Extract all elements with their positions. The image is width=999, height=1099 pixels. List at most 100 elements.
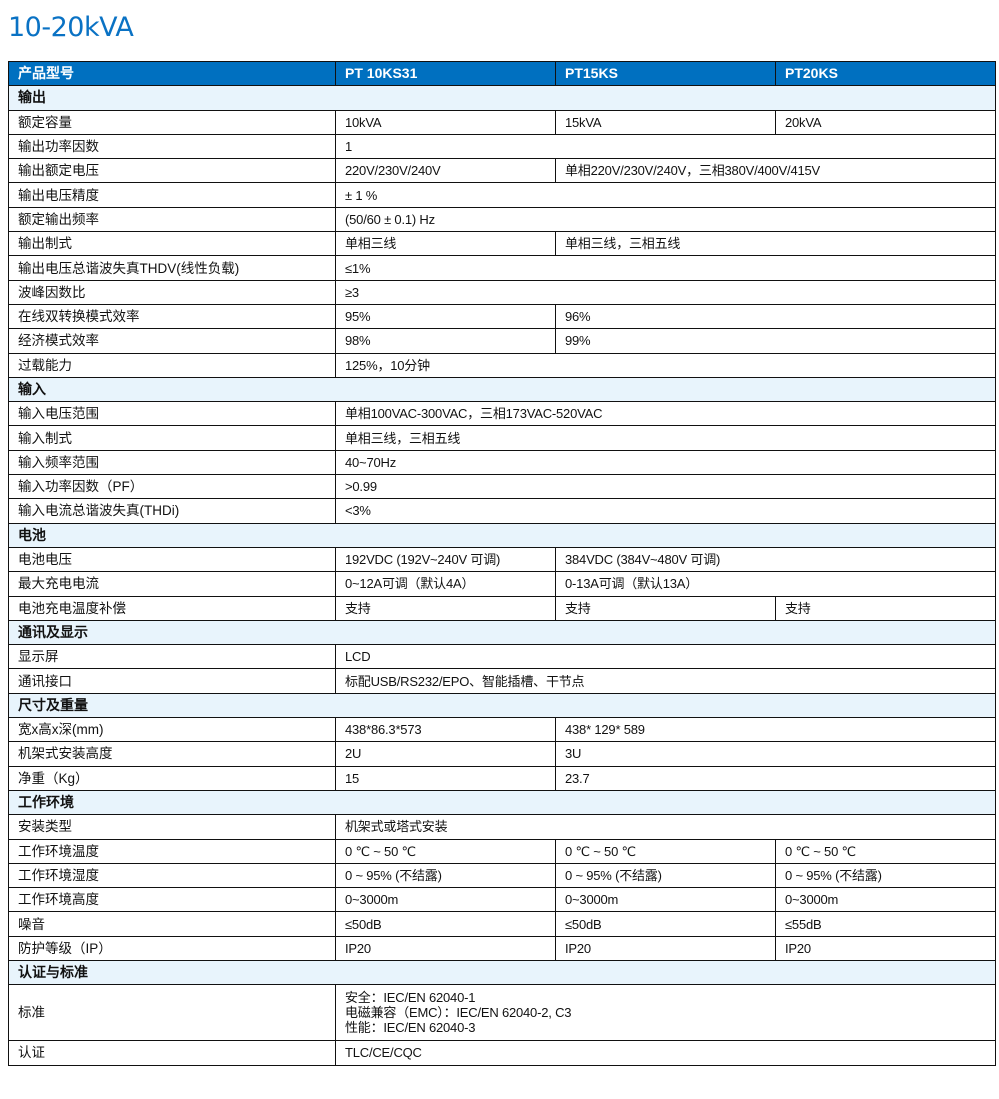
row-label: 宽x高x深(mm) bbox=[8, 717, 336, 743]
table-row: 认证 TLC/CE/CQC bbox=[8, 1040, 996, 1066]
row-label: 输出功率因数 bbox=[8, 133, 336, 160]
section-title: 尺寸及重量 bbox=[8, 692, 996, 719]
section-row: 电池 bbox=[8, 522, 996, 548]
row-value: 单相三线，三相五线 bbox=[555, 231, 996, 257]
row-value: 标配USB/RS232/EPO、智能插槽、干节点 bbox=[335, 668, 996, 694]
row-label: 净重（Kg） bbox=[8, 765, 336, 791]
row-value: 10kVA bbox=[335, 109, 556, 135]
row-value: 单相三线，三相五线 bbox=[335, 425, 996, 451]
row-label: 额定输出频率 bbox=[8, 206, 336, 233]
row-value: IP20 bbox=[555, 935, 776, 961]
row-value: 384VDC (384V~480V 可调) bbox=[555, 546, 996, 573]
table-row: 标准 安全：IEC/EN 62040-1 电磁兼容（EMC）：IEC/EN 6204… bbox=[8, 984, 996, 1042]
section-row: 输入 bbox=[8, 376, 996, 403]
row-value: 单相220V/230V/240V，三相380V/400V/415V bbox=[555, 158, 996, 184]
table-row: 额定输出频率 (50/60 ± 0.1) Hz bbox=[8, 206, 996, 233]
table-row: 输入制式 单相三线，三相五线 bbox=[8, 425, 996, 451]
section-title: 认证与标准 bbox=[8, 959, 996, 986]
row-label: 输出制式 bbox=[8, 231, 336, 257]
row-value: ≤55dB bbox=[775, 911, 996, 937]
header-model: PT15KS bbox=[555, 60, 776, 87]
table-row: 通讯接口 标配USB/RS232/EPO、智能插槽、干节点 bbox=[8, 668, 996, 694]
row-value: 3U bbox=[555, 741, 996, 767]
table-row: 电池充电温度补偿 支持 支持 支持 bbox=[8, 595, 996, 621]
table-row: 输出制式 单相三线 单相三线，三相五线 bbox=[8, 231, 996, 257]
row-value: 0 ℃ ~ 50 ℃ bbox=[335, 838, 556, 864]
table-row: 工作环境高度 0~3000m 0~3000m 0~3000m bbox=[8, 887, 996, 913]
row-value: 0 ~ 95% (不结露) bbox=[555, 862, 776, 889]
header-label: 产品型号 bbox=[8, 60, 336, 87]
table-row: 输入电压范围 单相100VAC-300VAC，三相173VAC-520VAC bbox=[8, 401, 996, 427]
row-value: 0 ℃ ~ 50 ℃ bbox=[555, 838, 776, 864]
table-row: 宽x高x深(mm) 438*86.3*573 438* 129* 589 bbox=[8, 717, 996, 743]
row-label: 经济模式效率 bbox=[8, 328, 336, 354]
row-value: 0-13A可调（默认13A） bbox=[555, 571, 996, 597]
table-row: 在线双转换模式效率 95% 96% bbox=[8, 303, 996, 330]
section-row: 尺寸及重量 bbox=[8, 692, 996, 719]
row-value: ≥3 bbox=[335, 279, 996, 305]
row-value: 0~3000m bbox=[335, 887, 556, 913]
row-label: 安装类型 bbox=[8, 814, 336, 840]
row-value: 支持 bbox=[555, 595, 776, 621]
row-value: 0 ~ 95% (不结露) bbox=[335, 862, 556, 889]
row-value: 单相100VAC-300VAC，三相173VAC-520VAC bbox=[335, 401, 996, 427]
row-value: 220V/230V/240V bbox=[335, 158, 556, 184]
table-row: 机架式安装高度 2U 3U bbox=[8, 741, 996, 767]
row-label: 输入电流总谐波失真(THDi) bbox=[8, 498, 336, 524]
row-value: >0.99 bbox=[335, 474, 996, 500]
table-row: 噪音 ≤50dB ≤50dB ≤55dB bbox=[8, 911, 996, 937]
section-row: 认证与标准 bbox=[8, 959, 996, 986]
table-row: 输出功率因数 1 bbox=[8, 133, 996, 160]
row-value: 20kVA bbox=[775, 109, 996, 135]
row-label: 输出电压总谐波失真THDV(线性负载) bbox=[8, 255, 336, 281]
section-row: 通讯及显示 bbox=[8, 619, 996, 646]
row-value: 438* 129* 589 bbox=[555, 717, 996, 743]
row-value: 98% bbox=[335, 328, 556, 354]
row-label: 通讯接口 bbox=[8, 668, 336, 694]
row-value: 0~12A可调（默认4A） bbox=[335, 571, 556, 597]
page-title: 10-20kVA bbox=[8, 12, 134, 43]
row-label: 输出电压精度 bbox=[8, 182, 336, 208]
row-value: 1 bbox=[335, 133, 996, 160]
row-label: 认证 bbox=[8, 1040, 336, 1066]
row-value: ≤50dB bbox=[555, 911, 776, 937]
value-line: 安全：IEC/EN 62040-1 bbox=[345, 990, 476, 1006]
row-value: 438*86.3*573 bbox=[335, 717, 556, 743]
row-value: 支持 bbox=[775, 595, 996, 621]
row-label: 防护等级（IP） bbox=[8, 935, 336, 961]
row-value: 单相三线 bbox=[335, 231, 556, 257]
table-row: 电池电压 192VDC (192V~240V 可调) 384VDC (384V~48… bbox=[8, 546, 996, 573]
row-value: (50/60 ± 0.1) Hz bbox=[335, 206, 996, 233]
table-row: 波峰因数比 ≥3 bbox=[8, 279, 996, 305]
table-row: 输出电压总谐波失真THDV(线性负载) ≤1% bbox=[8, 255, 996, 281]
row-label: 工作环境温度 bbox=[8, 838, 336, 864]
section-row: 输出 bbox=[8, 85, 996, 111]
row-value: 2U bbox=[335, 741, 556, 767]
row-value: 机架式或塔式安装 bbox=[335, 814, 996, 840]
row-value: 96% bbox=[555, 303, 996, 330]
row-label: 过载能力 bbox=[8, 352, 336, 378]
table-row: 最大充电电流 0~12A可调（默认4A） 0-13A可调（默认13A） bbox=[8, 571, 996, 597]
row-label: 标准 bbox=[8, 984, 336, 1042]
row-value: IP20 bbox=[775, 935, 996, 961]
row-label: 输出额定电压 bbox=[8, 158, 336, 184]
row-label: 显示屏 bbox=[8, 644, 336, 670]
table-row: 工作环境湿度 0 ~ 95% (不结露) 0 ~ 95% (不结露) 0 ~ 95% … bbox=[8, 862, 996, 889]
row-value: 192VDC (192V~240V 可调) bbox=[335, 546, 556, 573]
row-label: 电池电压 bbox=[8, 546, 336, 573]
row-value: 支持 bbox=[335, 595, 556, 621]
table-row: 额定容量 10kVA 15kVA 20kVA bbox=[8, 109, 996, 135]
value-line: 电磁兼容（EMC）：IEC/EN 62040-2, C3 bbox=[345, 1005, 572, 1021]
row-value: <3% bbox=[335, 498, 996, 524]
section-title: 通讯及显示 bbox=[8, 619, 996, 646]
row-value: ± 1 % bbox=[335, 182, 996, 208]
header-model: PT20KS bbox=[775, 60, 996, 87]
table-row: 防护等级（IP） IP20 IP20 IP20 bbox=[8, 935, 996, 961]
row-label: 电池充电温度补偿 bbox=[8, 595, 336, 621]
row-value: 99% bbox=[555, 328, 996, 354]
row-value: 125%，10分钟 bbox=[335, 352, 996, 378]
row-value: 安全：IEC/EN 62040-1 电磁兼容（EMC）：IEC/EN 62040-… bbox=[335, 984, 996, 1042]
row-value: 23.7 bbox=[555, 765, 996, 791]
table-row: 显示屏 LCD bbox=[8, 644, 996, 670]
row-value: ≤50dB bbox=[335, 911, 556, 937]
